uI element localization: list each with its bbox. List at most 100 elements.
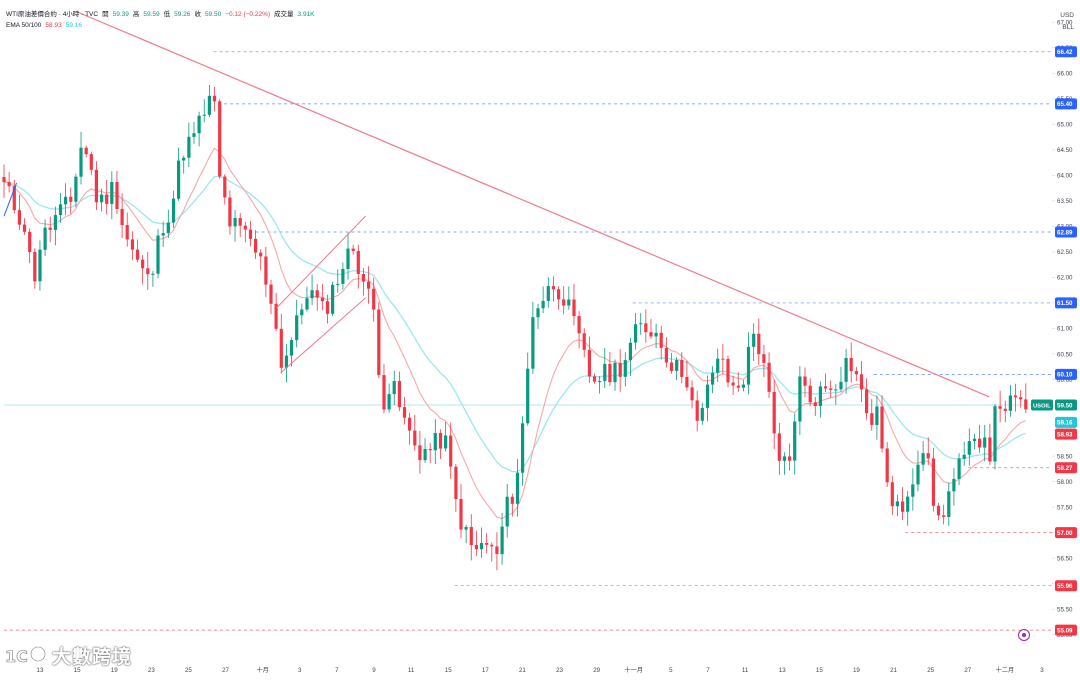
candle-body[interactable] <box>705 384 710 408</box>
candle-body[interactable] <box>824 386 828 389</box>
candle-body[interactable] <box>690 387 694 401</box>
candle-body[interactable] <box>284 355 288 368</box>
candle-body[interactable] <box>592 376 597 382</box>
candle-body[interactable] <box>947 491 951 517</box>
candle-body[interactable] <box>89 154 93 170</box>
candle-body[interactable] <box>967 441 971 455</box>
candle-body[interactable] <box>598 381 602 383</box>
candle-body[interactable] <box>428 449 432 451</box>
candle-body[interactable] <box>438 433 443 449</box>
candle-body[interactable] <box>890 482 894 507</box>
candle-body[interactable] <box>711 372 715 385</box>
candle-body[interactable] <box>962 454 966 459</box>
candle-body[interactable] <box>228 197 232 227</box>
candle-body[interactable] <box>69 196 73 202</box>
candle-body[interactable] <box>223 176 227 198</box>
channel-upper-line[interactable] <box>276 215 366 309</box>
candle-body[interactable] <box>264 256 268 285</box>
candle-body[interactable] <box>2 177 6 183</box>
candle-body[interactable] <box>942 515 946 517</box>
candle-body[interactable] <box>551 286 555 290</box>
candle-body[interactable] <box>695 400 699 421</box>
candle-body[interactable] <box>865 389 869 414</box>
candle-body[interactable] <box>515 472 520 504</box>
candle-body[interactable] <box>397 381 401 408</box>
candle-body[interactable] <box>110 182 114 204</box>
candle-body[interactable] <box>793 421 797 461</box>
candle-body[interactable] <box>859 374 864 390</box>
edge-trend-line[interactable] <box>3 182 18 217</box>
candle-body[interactable] <box>243 225 247 230</box>
candle-body[interactable] <box>1024 399 1028 410</box>
candle-body[interactable] <box>377 309 381 376</box>
candle-body[interactable] <box>700 407 704 421</box>
candle-body[interactable] <box>844 358 848 382</box>
candle-body[interactable] <box>444 435 448 449</box>
candle-body[interactable] <box>269 284 273 304</box>
candle-body[interactable] <box>813 402 817 406</box>
candle-body[interactable] <box>22 224 27 232</box>
candle-body[interactable] <box>716 358 720 373</box>
candle-body[interactable] <box>402 407 407 418</box>
candle-body[interactable] <box>510 496 514 504</box>
candle-body[interactable] <box>254 238 258 253</box>
candle-body[interactable] <box>577 316 581 334</box>
candle-body[interactable] <box>177 160 181 199</box>
candle-body[interactable] <box>320 297 324 302</box>
candle-body[interactable] <box>64 196 68 205</box>
candle-body[interactable] <box>346 248 350 269</box>
candle-body[interactable] <box>479 543 484 550</box>
candle-body[interactable] <box>911 484 915 497</box>
candle-body[interactable] <box>885 448 889 483</box>
candle-body[interactable] <box>870 413 874 425</box>
candle-body[interactable] <box>310 290 314 299</box>
candle-body[interactable] <box>202 114 206 116</box>
candle-body[interactable] <box>952 478 956 492</box>
candle-body[interactable] <box>659 332 663 348</box>
candle-body[interactable] <box>125 225 129 240</box>
candle-body[interactable] <box>413 430 417 446</box>
candle-body[interactable] <box>921 453 925 465</box>
candle-body[interactable] <box>803 376 807 386</box>
candle-body[interactable] <box>423 449 427 461</box>
candle-body[interactable] <box>382 375 386 410</box>
candle-body[interactable] <box>454 466 458 499</box>
candle-body[interactable] <box>197 115 201 134</box>
candle-body[interactable] <box>572 299 576 317</box>
candle-body[interactable] <box>895 501 899 507</box>
candle-body[interactable] <box>135 249 140 260</box>
candle-body[interactable] <box>521 423 525 473</box>
candle-body[interactable] <box>7 182 11 187</box>
candle-body[interactable] <box>926 453 930 459</box>
candle-body[interactable] <box>557 289 561 300</box>
candle-body[interactable] <box>906 496 910 512</box>
candle-body[interactable] <box>279 328 283 368</box>
candle-body[interactable] <box>788 456 792 461</box>
candle-body[interactable] <box>587 349 591 377</box>
candle-body[interactable] <box>931 458 935 506</box>
candle-body[interactable] <box>644 323 648 333</box>
candle-body[interactable] <box>839 381 843 390</box>
candle-body[interactable] <box>1013 395 1018 398</box>
candle-body[interactable] <box>130 239 134 250</box>
goto-realtime-icon[interactable] <box>1018 629 1030 641</box>
candle-body[interactable] <box>762 354 766 363</box>
candle-body[interactable] <box>818 386 822 406</box>
descending-trend-line[interactable] <box>77 11 990 398</box>
candle-body[interactable] <box>79 147 83 177</box>
candle-body[interactable] <box>808 385 812 403</box>
candle-body[interactable] <box>1003 408 1007 411</box>
candle-body[interactable] <box>998 406 1002 409</box>
candle-body[interactable] <box>649 332 653 337</box>
candle-body[interactable] <box>94 169 98 203</box>
candle-body[interactable] <box>490 544 494 547</box>
candle-body[interactable] <box>115 182 119 209</box>
candle-body[interactable] <box>983 437 987 448</box>
candle-body[interactable] <box>741 384 745 388</box>
candle-body[interactable] <box>474 545 478 550</box>
candle-body[interactable] <box>854 371 858 375</box>
candle-body[interactable] <box>500 526 504 555</box>
candle-body[interactable] <box>315 290 319 298</box>
candle-body[interactable] <box>639 323 643 325</box>
candle-body[interactable] <box>536 308 540 318</box>
